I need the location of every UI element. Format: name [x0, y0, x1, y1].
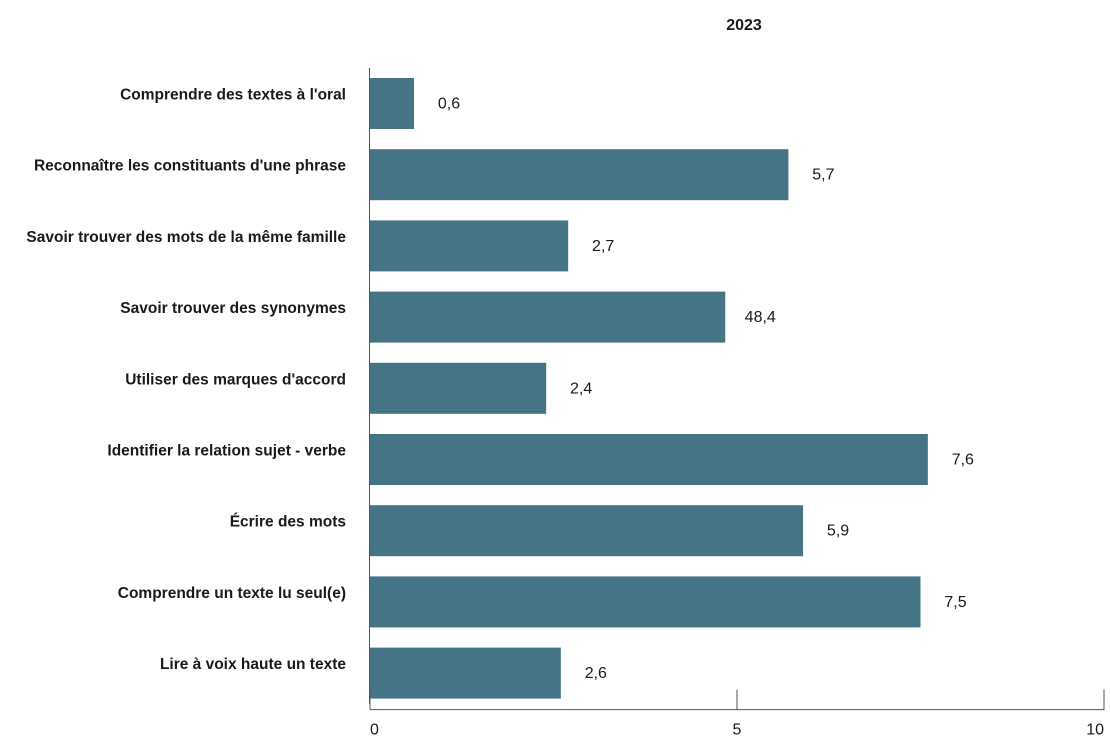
category-label: Comprendre un texte lu seul(e): [118, 585, 346, 602]
x-tick-label: 0: [370, 722, 379, 738]
category-label: Utiliser des marques d'accord: [125, 371, 346, 388]
bar: [370, 78, 415, 129]
data-label: 7,6: [952, 452, 974, 469]
bar: [370, 291, 726, 343]
bar: [370, 434, 928, 485]
data-label: 7,5: [944, 594, 966, 611]
data-label: 0,6: [438, 96, 460, 113]
bar: [370, 220, 569, 272]
bar: [370, 505, 804, 557]
category-label: Savoir trouver des synonymes: [120, 300, 346, 317]
x-axis: 0 5 10: [369, 689, 1105, 738]
data-label: 5,7: [812, 167, 834, 184]
data-label: 2,6: [585, 665, 607, 682]
bars-group: [370, 78, 928, 699]
x-tick-label: 5: [733, 722, 742, 738]
category-label: Lire à voix haute un texte: [160, 656, 346, 673]
chart-title: 2023: [726, 17, 762, 34]
category-label: Comprendre des textes à l'oral: [120, 87, 346, 104]
bar: [370, 647, 561, 699]
data-label: 2,7: [592, 238, 614, 255]
data-label: 5,9: [827, 523, 849, 540]
x-tick-label: 10: [1086, 722, 1104, 738]
category-label: Écrire des mots: [230, 514, 346, 531]
bar: [370, 149, 789, 201]
category-label: Identifier la relation sujet - verbe: [107, 443, 346, 460]
bar: [370, 576, 921, 628]
value-labels: 0,6 5,7 2,7 48,4 2,4 7,6 5,9 7,5 2,6: [438, 96, 974, 683]
bar: [370, 362, 547, 414]
category-label: Savoir trouver des mots de la même famil…: [26, 229, 346, 246]
data-label: 2,4: [570, 380, 592, 397]
data-label: 48,4: [745, 309, 776, 326]
category-labels: Comprendre des textes à l'oral Reconnaîtr…: [26, 87, 346, 674]
category-label: Reconnaître les constituants d'une phras…: [34, 158, 346, 175]
